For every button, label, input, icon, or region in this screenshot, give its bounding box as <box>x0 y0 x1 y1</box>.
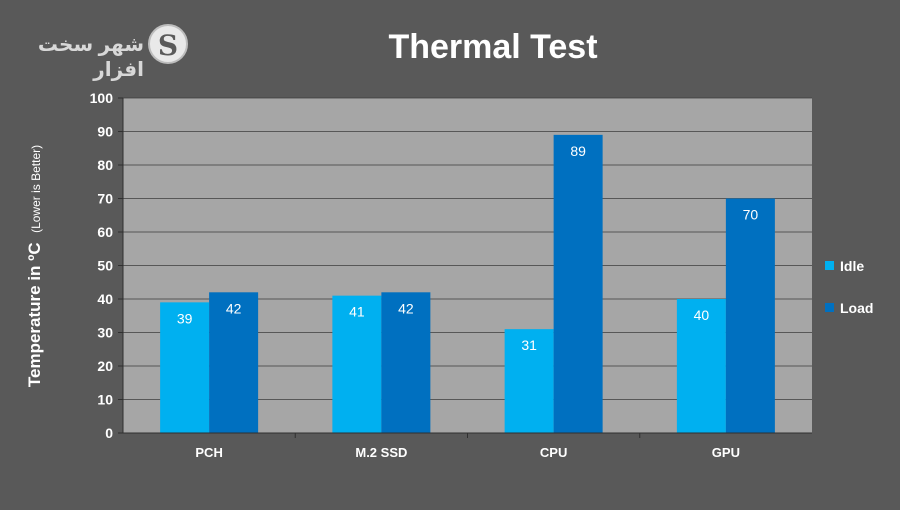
bar-idle-pch <box>160 302 210 433</box>
bar-load-gpu <box>725 198 775 433</box>
bar-idle-cpu <box>504 329 554 433</box>
data-labels: 39 42 41 42 31 89 40 70 <box>177 143 759 353</box>
logo-text: شهر سخت افزار <box>37 34 144 81</box>
y-tick-label: 10 <box>97 392 113 408</box>
y-tick-label: 100 <box>90 90 114 106</box>
data-label: 42 <box>226 300 242 316</box>
legend-label-idle: Idle <box>840 258 864 274</box>
y-axis-title-main: Temperature in ºC <box>25 242 44 387</box>
data-label: 39 <box>177 310 193 326</box>
logo-mark-icon: S <box>148 24 188 64</box>
y-tick-label: 80 <box>97 157 113 173</box>
y-tick-label: 40 <box>97 291 113 307</box>
chart-title: Thermal Test <box>388 28 597 66</box>
bar-idle-gpu <box>676 299 726 433</box>
data-label: 40 <box>694 307 710 323</box>
legend-label-load: Load <box>840 300 873 316</box>
y-axis-title: Temperature in ºC (Lower is Better) <box>25 145 44 387</box>
x-tick-labels: PCH M.2 SSD CPU GPU <box>195 445 740 460</box>
bars <box>160 134 775 433</box>
y-tick-label: 20 <box>97 358 113 374</box>
y-tick-labels: 0 10 20 30 40 50 60 70 80 90 100 <box>90 90 114 441</box>
x-tick-label: CPU <box>540 445 567 460</box>
logo-mark-letter: S <box>157 29 179 62</box>
bar-load-pch <box>209 292 259 433</box>
y-axis-title-note: (Lower is Better) <box>29 145 43 233</box>
legend-swatch-idle <box>825 261 834 270</box>
bar-load-cpu <box>553 134 603 433</box>
y-tick-label: 0 <box>105 425 113 441</box>
x-tick-label: GPU <box>712 445 740 460</box>
y-tick-label: 70 <box>97 191 113 207</box>
bar-load-m-2-ssd <box>381 292 431 433</box>
y-tick-label: 60 <box>97 224 113 240</box>
legend: Idle Load <box>825 258 873 316</box>
x-tick-label: PCH <box>195 445 222 460</box>
data-label: 70 <box>743 207 759 223</box>
y-tick-label: 90 <box>97 124 113 140</box>
y-tick-label: 30 <box>97 325 113 341</box>
site-logo: شهر سخت افزار S <box>14 22 194 81</box>
y-tick-label: 50 <box>97 258 113 274</box>
data-label: 89 <box>570 143 586 159</box>
data-label: 41 <box>349 304 365 320</box>
data-label: 31 <box>521 337 537 353</box>
legend-swatch-load <box>825 303 834 312</box>
x-tick-label: M.2 SSD <box>355 445 407 460</box>
bar-idle-m-2-ssd <box>332 295 382 433</box>
data-label: 42 <box>398 300 414 316</box>
